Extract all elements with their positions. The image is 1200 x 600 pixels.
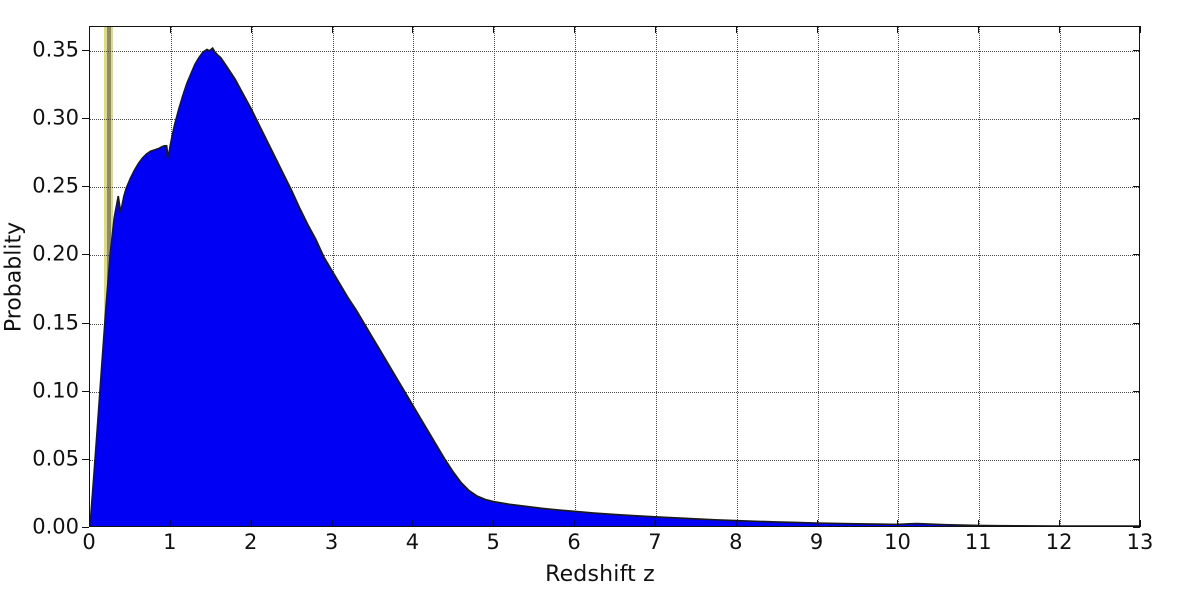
gridline-horizontal bbox=[90, 255, 1139, 257]
y-tick-label: 0.20 bbox=[32, 241, 79, 266]
y-axis-tick bbox=[1133, 186, 1140, 188]
x-axis-tick bbox=[250, 520, 252, 527]
y-axis-tick bbox=[1133, 118, 1140, 120]
x-tick-label: 10 bbox=[884, 530, 911, 554]
area-outline-path bbox=[90, 48, 1139, 526]
y-axis-tick bbox=[82, 49, 89, 51]
y-axis-tick bbox=[82, 254, 89, 256]
y-axis-tick bbox=[82, 458, 89, 460]
y-axis-label-text: Probablity bbox=[1, 221, 27, 332]
x-axis-tick bbox=[816, 26, 818, 33]
gridline-horizontal bbox=[90, 119, 1139, 121]
x-axis-tick bbox=[816, 520, 818, 527]
x-axis-tick bbox=[735, 26, 737, 33]
y-axis-tick bbox=[1133, 527, 1140, 528]
x-axis-tick bbox=[1059, 520, 1061, 527]
x-tick-label: 11 bbox=[964, 530, 992, 554]
area-fill-path bbox=[90, 48, 1139, 526]
x-tick-label: 13 bbox=[1126, 530, 1154, 554]
x-tick-label: 6 bbox=[567, 530, 581, 554]
y-tick-label: 0.10 bbox=[32, 378, 79, 403]
y-axis-tick bbox=[1133, 458, 1140, 460]
gridline-vertical bbox=[655, 27, 657, 526]
y-axis-tick bbox=[1133, 254, 1140, 256]
x-tick-label: 7 bbox=[648, 530, 662, 554]
x-axis-tick bbox=[89, 520, 90, 527]
y-axis-tick bbox=[82, 390, 89, 392]
y-axis-label: Probablity bbox=[0, 26, 28, 527]
x-axis-tick bbox=[331, 520, 333, 527]
gridline-vertical bbox=[898, 27, 900, 526]
x-tick-label: 2 bbox=[244, 530, 258, 554]
x-tick-label: 3 bbox=[324, 530, 339, 554]
gridline-horizontal bbox=[90, 50, 1139, 52]
x-axis-tick bbox=[1059, 26, 1061, 33]
x-axis-tick bbox=[412, 26, 414, 33]
y-axis-tick bbox=[82, 322, 89, 324]
x-axis-tick bbox=[169, 520, 171, 527]
x-tick-label: 12 bbox=[1045, 530, 1073, 554]
x-tick-label: 9 bbox=[809, 530, 824, 554]
gridline-vertical bbox=[1060, 27, 1062, 526]
x-axis-tick bbox=[978, 520, 980, 527]
x-tick-label: 8 bbox=[729, 530, 743, 554]
x-axis-tick bbox=[412, 520, 414, 527]
x-axis-tick bbox=[735, 520, 737, 527]
x-axis-tick bbox=[654, 26, 656, 33]
y-axis-tick bbox=[1133, 49, 1140, 51]
gridline-horizontal bbox=[90, 459, 1139, 461]
y-axis-tick bbox=[1133, 390, 1140, 392]
y-axis-tick bbox=[82, 186, 89, 188]
y-axis-tick bbox=[1133, 322, 1140, 324]
x-axis-tick bbox=[897, 26, 899, 33]
x-tick-label: 0 bbox=[82, 530, 96, 554]
y-tick-label: 0.25 bbox=[32, 173, 79, 198]
gridline-vertical bbox=[817, 27, 819, 526]
gridline-horizontal bbox=[90, 391, 1139, 393]
x-axis-label: Redshift z bbox=[545, 562, 655, 587]
gridline-horizontal bbox=[90, 187, 1139, 189]
gridline-horizontal bbox=[90, 323, 1139, 325]
x-tick-label: 4 bbox=[405, 530, 420, 554]
x-axis-tick bbox=[1140, 520, 1141, 527]
x-axis-tick bbox=[978, 26, 980, 33]
x-axis-tick bbox=[493, 520, 495, 527]
gridline-vertical bbox=[575, 27, 577, 526]
gridline-vertical bbox=[979, 27, 981, 526]
gridline-vertical bbox=[494, 27, 496, 526]
gridline-vertical bbox=[736, 27, 738, 526]
x-axis-tick bbox=[654, 520, 656, 527]
y-axis-tick bbox=[82, 118, 89, 120]
x-axis-tick bbox=[574, 26, 576, 33]
gridline-vertical bbox=[413, 27, 415, 526]
x-axis-tick bbox=[897, 520, 899, 527]
x-axis-tick bbox=[493, 26, 495, 33]
x-tick-label: 5 bbox=[486, 530, 500, 554]
y-tick-label: 0.15 bbox=[32, 310, 79, 334]
x-axis-tick bbox=[250, 26, 252, 33]
x-axis-tick bbox=[574, 520, 576, 527]
x-axis-tick bbox=[169, 26, 171, 33]
y-tick-label: 0.30 bbox=[32, 105, 79, 130]
x-axis-tick bbox=[1140, 26, 1141, 33]
x-axis-tick bbox=[89, 26, 90, 33]
y-axis-tick bbox=[82, 527, 89, 528]
y-tick-label: 0.35 bbox=[32, 37, 79, 62]
x-axis-tick bbox=[331, 26, 333, 33]
y-tick-label: 0.05 bbox=[32, 446, 79, 471]
plot-area bbox=[89, 26, 1140, 527]
probability-area-curve bbox=[90, 27, 1139, 526]
x-tick-label: 1 bbox=[163, 530, 177, 554]
y-tick-label: 0.00 bbox=[32, 514, 79, 539]
